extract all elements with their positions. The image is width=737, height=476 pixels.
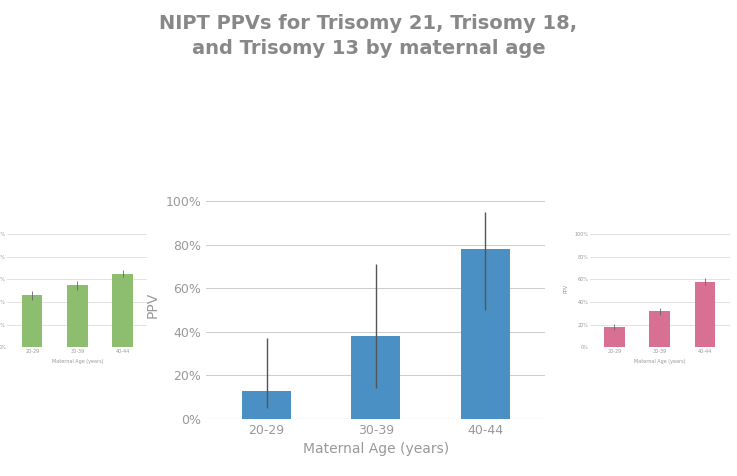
Bar [649,311,670,347]
Bar [352,336,400,419]
Y-axis label: PPV: PPV [564,283,569,293]
X-axis label: Maternal Age (years): Maternal Age (years) [634,359,685,365]
Bar [604,327,625,347]
Bar [242,391,291,419]
X-axis label: Maternal Age (years): Maternal Age (years) [303,442,449,456]
Bar [22,295,43,347]
Bar [461,249,510,419]
Bar [694,282,715,347]
Bar [67,285,88,347]
Bar [112,274,133,347]
Y-axis label: PPV: PPV [146,291,160,318]
X-axis label: Maternal Age (years): Maternal Age (years) [52,359,103,365]
Text: NIPT PPVs for Trisomy 21, Trisomy 18,
and Trisomy 13 by maternal age: NIPT PPVs for Trisomy 21, Trisomy 18, an… [159,14,578,58]
